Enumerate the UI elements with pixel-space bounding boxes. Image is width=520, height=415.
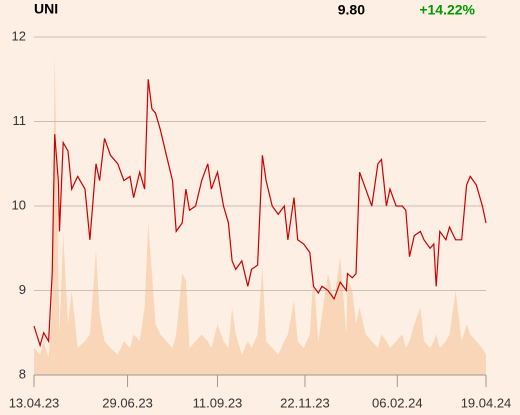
chart-title: UNI: [34, 1, 58, 17]
x-tick-label: 22.11.23: [280, 395, 330, 410]
y-tick-label: 12: [12, 28, 26, 43]
y-tick-label: 10: [12, 197, 26, 212]
y-tick-label: 9: [19, 282, 26, 297]
x-tick-label: 13.04.23: [9, 395, 60, 410]
y-tick-label: 8: [19, 366, 26, 381]
x-tick-label: 06.02.24: [372, 395, 423, 410]
change-label: +14.22%: [419, 2, 475, 18]
price-line: [33, 79, 487, 348]
price-label: 9.80: [338, 2, 365, 18]
x-tick-label: 11.09.23: [193, 395, 243, 410]
y-tick-label: 11: [13, 113, 27, 128]
x-tick-label: 29.06.23: [102, 395, 153, 410]
volume-area: [34, 53, 486, 376]
x-tick-label: 19.04.24: [461, 395, 512, 410]
